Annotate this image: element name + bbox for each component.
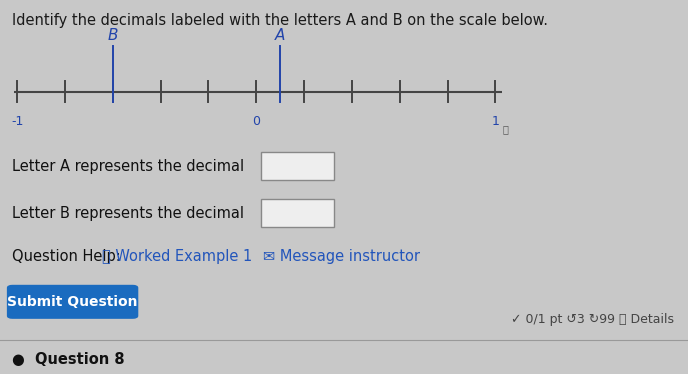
FancyBboxPatch shape (261, 199, 334, 227)
Text: ✉ Message instructor: ✉ Message instructor (263, 249, 420, 264)
Text: ●  Question 8: ● Question 8 (12, 352, 125, 367)
Text: ✓ 0/1 pt ↺3 ↻99 ⓘ Details: ✓ 0/1 pt ↺3 ↻99 ⓘ Details (511, 313, 674, 326)
Text: 0: 0 (252, 115, 260, 128)
Text: Letter A represents the decimal: Letter A represents the decimal (12, 159, 244, 174)
FancyBboxPatch shape (261, 153, 334, 181)
FancyBboxPatch shape (7, 285, 138, 319)
Text: Letter B represents the decimal: Letter B represents the decimal (12, 206, 244, 221)
Text: 🔍: 🔍 (503, 125, 508, 135)
Text: -1: -1 (11, 115, 23, 128)
Text: 1: 1 (491, 115, 499, 128)
Text: B: B (107, 28, 118, 43)
Text: Question Help:: Question Help: (12, 249, 131, 264)
Text: 📄 Worked Example 1: 📄 Worked Example 1 (102, 249, 252, 264)
Text: Identify the decimals labeled with the letters A and B on the scale below.: Identify the decimals labeled with the l… (12, 13, 548, 28)
Text: A: A (275, 28, 286, 43)
Text: Submit Question: Submit Question (8, 295, 138, 309)
